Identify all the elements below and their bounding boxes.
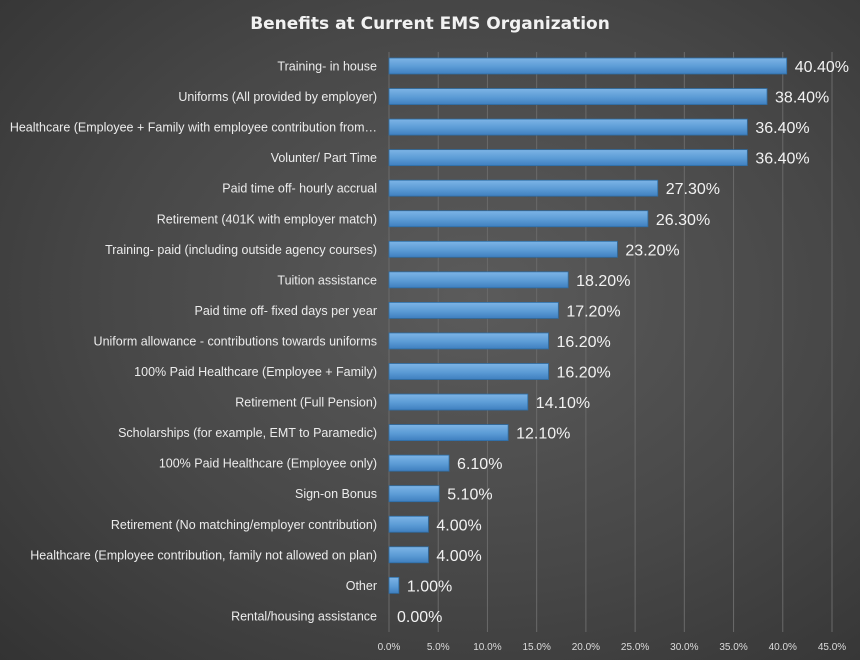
- category-label: 100% Paid Healthcare (Employee + Family): [134, 365, 377, 379]
- data-label: 26.30%: [656, 212, 710, 229]
- x-tick-label: 15.0%: [522, 642, 550, 653]
- x-tick-label: 45.0%: [818, 642, 846, 653]
- category-label: Training- in house: [277, 60, 377, 74]
- x-tick-label: 35.0%: [719, 642, 747, 653]
- x-tick-label: 40.0%: [769, 642, 797, 653]
- category-label: Paid time off- fixed days per year: [195, 304, 378, 318]
- bar: [388, 179, 659, 197]
- category-label: Retirement (No matching/employer contrib…: [111, 518, 377, 532]
- data-label: 5.10%: [447, 487, 492, 504]
- bar: [388, 424, 509, 442]
- category-label: Rental/housing assistance: [231, 609, 377, 623]
- category-label: Retirement (Full Pension): [235, 396, 377, 410]
- bar: [388, 454, 450, 472]
- category-label: Other: [346, 579, 377, 593]
- x-tick-label: 10.0%: [473, 642, 501, 653]
- data-label: 16.20%: [556, 334, 610, 351]
- value-labels: 40.40% 38.40% 36.40% 36.40% 27.30% 26.30% 23.2…: [397, 59, 849, 626]
- data-label: 17.20%: [566, 303, 620, 320]
- chart-title: Benefits at Current EMS Organization: [250, 14, 610, 34]
- category-label: Scholarships (for example, EMT to Parame…: [118, 426, 377, 440]
- category-label: Sign-on Bonus: [295, 487, 377, 501]
- category-label: Tuition assistance: [277, 273, 377, 287]
- gridlines: [388, 52, 833, 632]
- bar: [388, 332, 549, 350]
- data-label: 4.00%: [436, 548, 481, 565]
- bar: [388, 240, 618, 258]
- data-label: 38.40%: [775, 90, 829, 107]
- category-label: Retirement (401K with employer match): [157, 212, 377, 226]
- x-tick-label: 5.0%: [427, 642, 450, 653]
- x-tick-label: 0.0%: [378, 642, 401, 653]
- data-label: 40.40%: [795, 59, 849, 76]
- bar: [388, 149, 748, 167]
- bar: [388, 576, 400, 594]
- data-label: 27.30%: [666, 181, 720, 198]
- bar: [388, 393, 529, 411]
- bars: [388, 57, 788, 594]
- data-label: 14.10%: [536, 395, 590, 412]
- x-tick-label: 30.0%: [670, 642, 698, 653]
- category-label: Uniforms (All provided by employer): [178, 90, 377, 104]
- bar: [388, 515, 429, 533]
- data-label: 23.20%: [625, 242, 679, 259]
- category-label: Paid time off- hourly accrual: [222, 182, 377, 196]
- bar: [388, 57, 788, 75]
- category-label: Training- paid (including outside agency…: [105, 243, 377, 257]
- category-labels: Training- in house Uniforms (All provided…: [10, 60, 377, 624]
- data-label: 1.00%: [407, 578, 452, 595]
- bar: [388, 271, 569, 289]
- category-label: Volunter/ Part Time: [271, 151, 377, 165]
- x-tick-label: 25.0%: [621, 642, 649, 653]
- x-axis-ticks: 0.0% 5.0% 10.0% 15.0% 20.0% 25.0% 30.0% 35.0% 40…: [378, 642, 847, 653]
- data-label: 18.20%: [576, 273, 630, 290]
- bar: [388, 485, 440, 503]
- bar: [388, 363, 549, 380]
- bar: [388, 210, 649, 228]
- bar: [388, 301, 559, 319]
- data-label: 36.40%: [755, 151, 809, 168]
- bar: [388, 88, 768, 105]
- data-label: 36.40%: [755, 120, 809, 137]
- category-label: Healthcare (Employee + Family with emplo…: [10, 121, 377, 135]
- bar: [388, 118, 748, 136]
- bar: [388, 546, 429, 564]
- category-label: Healthcare (Employee contribution, famil…: [30, 548, 377, 562]
- data-label: 16.20%: [556, 365, 610, 382]
- category-label: Uniform allowance - contributions toward…: [94, 334, 377, 348]
- category-label: 100% Paid Healthcare (Employee only): [159, 457, 377, 471]
- x-tick-label: 20.0%: [572, 642, 600, 653]
- data-label: 6.10%: [457, 456, 502, 473]
- data-label: 0.00%: [397, 609, 442, 626]
- data-label: 4.00%: [436, 517, 481, 534]
- data-label: 12.10%: [516, 426, 570, 443]
